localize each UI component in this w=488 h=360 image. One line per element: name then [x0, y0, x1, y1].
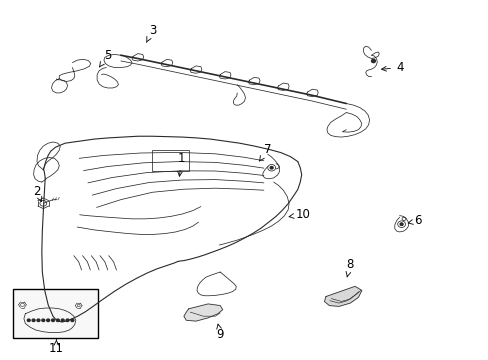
- Circle shape: [27, 319, 30, 321]
- Circle shape: [270, 167, 272, 169]
- Bar: [13, 289, 98, 338]
- Text: 11: 11: [49, 339, 64, 355]
- Polygon shape: [324, 286, 361, 306]
- Polygon shape: [183, 304, 222, 321]
- Circle shape: [61, 319, 64, 321]
- Circle shape: [71, 319, 74, 321]
- Text: 7: 7: [259, 143, 271, 161]
- Bar: [152, 150, 188, 171]
- Circle shape: [32, 319, 35, 321]
- Text: 2: 2: [33, 185, 41, 202]
- Circle shape: [46, 319, 49, 321]
- Text: 4: 4: [381, 61, 403, 74]
- Circle shape: [399, 223, 402, 225]
- Text: 8: 8: [346, 258, 353, 277]
- Text: 6: 6: [407, 215, 421, 228]
- Circle shape: [42, 319, 45, 321]
- Text: 10: 10: [288, 208, 309, 221]
- Text: 1: 1: [177, 152, 185, 176]
- Circle shape: [66, 319, 69, 321]
- Circle shape: [56, 319, 59, 321]
- Text: 9: 9: [216, 324, 224, 341]
- Circle shape: [51, 319, 54, 321]
- Circle shape: [37, 319, 40, 321]
- Circle shape: [371, 59, 375, 63]
- Text: 5: 5: [100, 49, 111, 67]
- Text: 3: 3: [146, 24, 156, 42]
